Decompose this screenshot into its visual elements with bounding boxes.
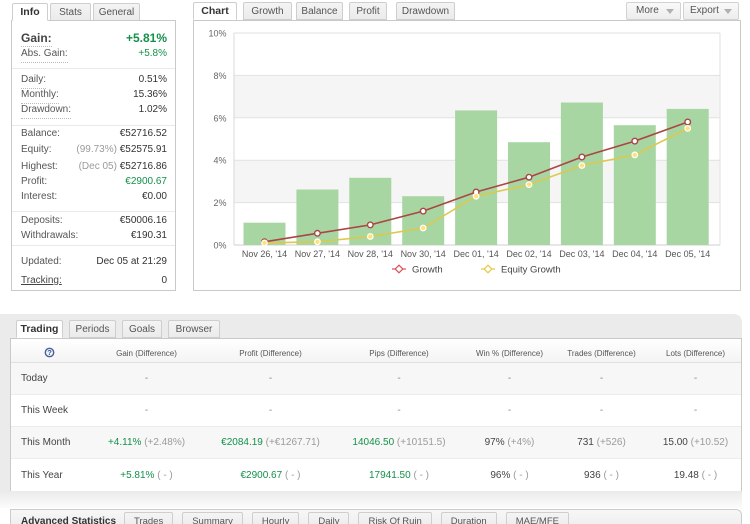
svg-text:Dec 03, '14: Dec 03, '14 [559,249,604,259]
svg-text:Growth: Growth [412,265,443,276]
svg-text:Nov 28, '14: Nov 28, '14 [348,249,393,259]
svg-text:10%: 10% [208,29,226,39]
svg-text:4%: 4% [213,156,226,166]
svg-text:2%: 2% [213,198,226,208]
svg-text:Nov 26, '14: Nov 26, '14 [242,249,287,259]
svg-text:Nov 27, '14: Nov 27, '14 [295,249,340,259]
svg-text:Dec 04, '14: Dec 04, '14 [612,249,657,259]
svg-text:Equity Growth: Equity Growth [501,265,561,276]
svg-text:Dec 01, '14: Dec 01, '14 [453,249,498,259]
svg-text:Nov 30, '14: Nov 30, '14 [401,249,446,259]
svg-text:0%: 0% [213,241,226,251]
svg-text:?: ? [47,348,52,357]
svg-text:6%: 6% [213,113,226,123]
svg-text:Dec 02, '14: Dec 02, '14 [506,249,551,259]
svg-text:8%: 8% [213,71,226,81]
svg-text:Dec 05, '14: Dec 05, '14 [665,249,710,259]
